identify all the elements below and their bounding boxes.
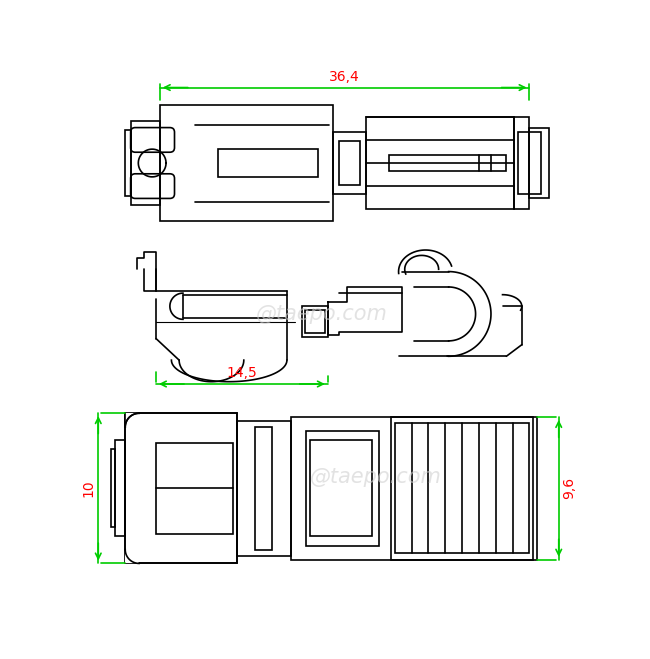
Bar	[514, 117, 530, 209]
Bar	[291, 417, 537, 559]
Bar	[111, 449, 115, 527]
Bar	[306, 431, 380, 546]
Bar	[125, 413, 237, 563]
Text: 36,4: 36,4	[330, 70, 360, 84]
Text: 9,6: 9,6	[562, 477, 576, 500]
Bar	[156, 443, 233, 534]
Text: 10: 10	[81, 480, 95, 497]
Bar	[518, 132, 541, 194]
Bar	[391, 417, 534, 559]
Bar	[333, 132, 366, 194]
Text: @taepo.com: @taepo.com	[255, 304, 387, 324]
Bar	[366, 117, 514, 209]
Bar	[306, 310, 324, 333]
Bar	[530, 129, 549, 198]
Bar	[131, 121, 160, 206]
Bar	[389, 156, 506, 171]
Bar	[218, 149, 318, 177]
Bar	[310, 440, 372, 536]
Bar	[125, 130, 131, 196]
Bar	[339, 142, 360, 185]
Bar	[125, 550, 139, 563]
Bar	[395, 423, 530, 554]
Text: @taepo.com: @taepo.com	[309, 467, 441, 487]
Bar	[115, 440, 125, 536]
Text: 14,5: 14,5	[226, 366, 257, 380]
Bar	[160, 105, 333, 221]
Bar	[302, 306, 328, 337]
Bar	[255, 427, 272, 550]
Bar	[125, 413, 139, 427]
Bar	[237, 421, 291, 556]
